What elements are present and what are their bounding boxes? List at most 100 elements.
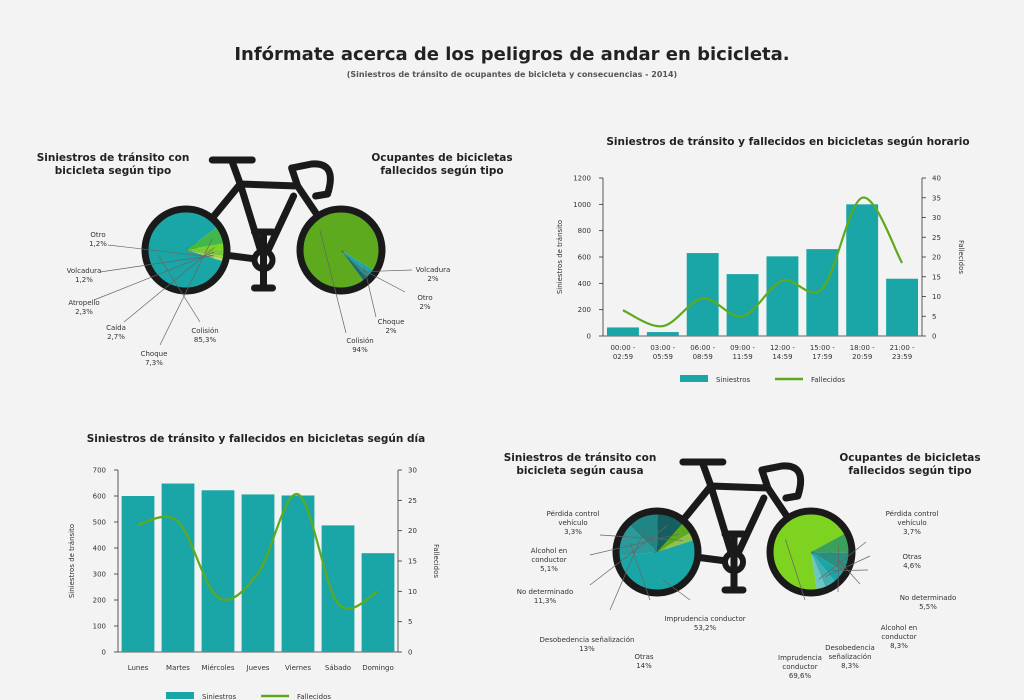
hourly-xtick-3: 09:00 -11:59 <box>730 344 755 361</box>
pie-cause-crashes-slice-0 <box>619 540 695 590</box>
hourly-bar-3 <box>726 274 759 336</box>
pie-cause-deaths-label-4: Otras 4,6% <box>902 553 921 570</box>
pie-type-deaths-slice-3 <box>341 250 368 281</box>
pie-cause-crashes-slice-3 <box>657 514 683 552</box>
bike1-saddle <box>208 156 256 188</box>
page-subtitle: (Siniestros de tránsito de ocupantes de … <box>346 70 678 79</box>
hourly-bar-0 <box>606 327 639 336</box>
pie-type-crashes-label-5: Otro 1,2% <box>89 231 107 248</box>
bike1-pedals <box>251 228 276 292</box>
hourly-xtick-2: 06:00 -08:59 <box>690 344 715 361</box>
bike2-pedals <box>721 530 747 594</box>
hourly-xtick-4: 12:00 -14:59 <box>770 344 795 361</box>
page-title: Infórmate acerca de los peligros de anda… <box>234 44 790 65</box>
hourly-legend-bar-label: Siniestros <box>716 376 750 384</box>
pie-cause-deaths-leader-4 <box>825 555 871 577</box>
pie-cause-deaths-label-5: Pérdida control vehículo 3,7% <box>886 510 939 536</box>
pie-cause-deaths-slice-3 <box>811 552 844 582</box>
pie-cause-crashes-label-5: Pérdida control vehículo 3,3% <box>547 510 600 536</box>
daily-bar-6 <box>361 553 395 652</box>
pie-cause-deaths-slice-1 <box>811 533 849 553</box>
pie-cause-deaths-slice-0 <box>773 514 845 590</box>
pie-type-crashes-leader-5 <box>107 244 214 258</box>
pie-cause-deaths-leader-1 <box>837 545 840 593</box>
hourly-y2tick-4: 20 <box>932 254 941 262</box>
bike2-handlebar <box>758 462 805 502</box>
bike1-right-title: Ocupantes de bicicletas fallecidos según … <box>371 152 512 177</box>
pie-cause-deaths-rim <box>766 507 856 597</box>
hourly-bar-4 <box>766 256 799 336</box>
hourly-y2tick-5: 25 <box>932 234 941 242</box>
hourly-y2label: Fallecidos <box>957 240 965 274</box>
pie-type-deaths-label-0: Colisión 94% <box>346 337 373 354</box>
pie-type-crashes-leader-0 <box>157 254 201 323</box>
pie-cause-crashes-leader-0 <box>662 579 691 601</box>
daily-xtick-4: Viernes <box>285 664 311 672</box>
hourly-ytick-4: 800 <box>578 227 591 235</box>
pie-cause-crashes-label-1: Otras 14% <box>634 653 653 670</box>
hourly-bar-1 <box>646 332 679 336</box>
daily-ytick-1: 100 <box>93 623 106 631</box>
hourly-ytick-2: 400 <box>578 280 591 288</box>
hourly-bar-7 <box>886 278 919 336</box>
daily-ytick-6: 600 <box>93 493 106 501</box>
daily-line-fallecidos <box>137 493 379 610</box>
pie-type-crashes-slice-3 <box>186 249 225 256</box>
pie-type-deaths-label-1: Choque 2% <box>378 318 405 335</box>
daily-ytick-3: 300 <box>93 571 106 579</box>
pie-cause-crashes-rim <box>612 507 702 597</box>
hourly-ytick-6: 1200 <box>573 175 591 183</box>
pie-cause-crashes-leader-3 <box>589 525 668 586</box>
pie-cause-crashes-leader-1 <box>629 542 651 601</box>
pie-type-deaths-leader-3 <box>359 269 413 273</box>
bike1-handlebar <box>288 160 334 200</box>
pie-cause-deaths-leader-5 <box>818 541 867 580</box>
pie-cause-crashes-slice-4 <box>657 523 690 552</box>
daily-legend-bar-swatch <box>166 692 194 699</box>
daily-ytick-7: 700 <box>93 467 106 475</box>
bike1-left-title: Siniestros de tránsito con bicicleta segú… <box>37 152 190 177</box>
pie-type-crashes-leader-4 <box>99 254 215 273</box>
daily-y2tick-5: 25 <box>408 497 417 505</box>
pie-type-crashes-label-4: Volcadura 1,2% <box>67 267 102 284</box>
hourly-ytick-3: 600 <box>578 254 591 262</box>
pie-cause-deaths-leader-2 <box>838 559 861 585</box>
bike2-right-title: Ocupantes de bicicletas fallecidos según … <box>839 452 980 477</box>
hourly-y2tick-3: 15 <box>932 273 941 281</box>
pie-cause-crashes-slice-5 <box>657 533 694 552</box>
pie-type-deaths-slice-0 <box>303 211 380 288</box>
daily-xtick-3: Jueves <box>246 664 270 672</box>
hourly-y2tick-0: 0 <box>932 333 936 341</box>
hourly-ytick-1: 200 <box>578 306 591 314</box>
daily-xtick-1: Martes <box>166 664 190 672</box>
hourly-xtick-5: 15:00 -17:59 <box>810 344 835 361</box>
pie-type-crashes-label-1: Choque 7,3% <box>141 350 168 367</box>
daily-y2tick-6: 30 <box>408 467 417 475</box>
daily-ylabel: Siniestros de tránsito <box>68 524 76 598</box>
daily-bar-0 <box>121 496 155 652</box>
pie-cause-crashes-label-4: Alcohol en conductor 5,1% <box>531 547 568 573</box>
daily-legend-bar-label: Siniestros <box>202 693 236 700</box>
hourly-y2tick-8: 40 <box>932 175 941 183</box>
pie-type-crashes-label-3: Atropello 2,3% <box>68 299 99 316</box>
pie-cause-deaths-label-0: Imprudencia conductor 69,6% <box>778 654 822 680</box>
pie-type-crashes-slice-1 <box>186 227 224 250</box>
hourly-title: Siniestros de tránsito y fallecidos en b… <box>606 136 969 148</box>
daily-y2label: Fallecidos <box>432 544 440 578</box>
daily-ytick-0: 0 <box>102 649 106 657</box>
hourly-legend-bar-swatch <box>680 375 708 382</box>
hourly-y2tick-2: 10 <box>932 293 941 301</box>
pie-type-crashes-leader-3 <box>93 251 215 301</box>
pie-type-deaths-label-2: Otro 2% <box>417 294 432 311</box>
hourly-y2tick-1: 5 <box>932 313 936 321</box>
daily-ytick-4: 400 <box>93 545 106 553</box>
pie-type-crashes-label-2: Caída 2,7% <box>106 324 126 341</box>
hourly-bar-6 <box>846 204 879 336</box>
daily-bar-5 <box>321 525 355 652</box>
daily-xtick-0: Lunes <box>128 664 149 672</box>
daily-y2tick-2: 10 <box>408 588 417 596</box>
pie-type-deaths-label-3: Volcadura 2% <box>416 266 451 283</box>
hourly-xtick-7: 21:00 -23:59 <box>890 344 915 361</box>
bike2-saddle <box>679 458 727 490</box>
